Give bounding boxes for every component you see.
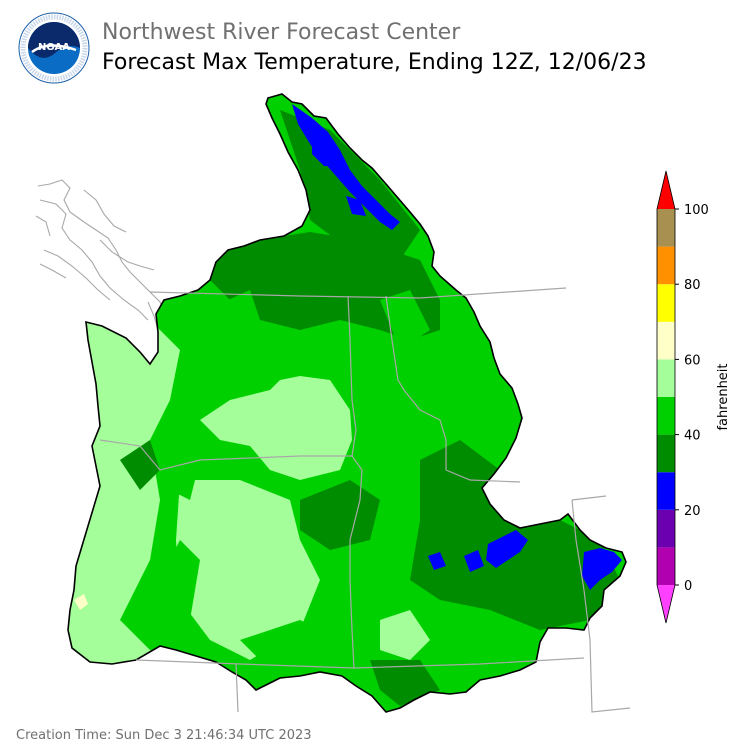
colorbar-bin-0-10	[657, 547, 675, 585]
org-title: Northwest River Forecast Center	[102, 20, 461, 45]
zone-50-60-willamette	[176, 480, 320, 660]
colorbar-tick-label: 40	[684, 429, 701, 444]
colorbar-bin-40-50	[657, 397, 675, 435]
colorbar-tick-label: 20	[684, 504, 701, 519]
noaa-logo-text: NOAA	[38, 42, 70, 53]
colorbar-bin-20-30	[657, 472, 675, 510]
colorbar-bin-70-80	[657, 284, 675, 322]
noaa-logo: NOAA	[18, 12, 90, 84]
colorbar-bin-50-60	[657, 359, 675, 397]
puget-sound-outline	[35, 179, 167, 345]
colorbar-label: fahrenheit	[716, 363, 731, 430]
colorbar-over-arrow	[657, 171, 675, 209]
zone-60-70-coast	[74, 594, 88, 610]
colorbar-tick-label: 100	[684, 203, 709, 218]
colorbar-bin-10-20	[657, 509, 675, 548]
zone-50-60-columbia-basin	[200, 376, 352, 480]
map-title: Forecast Max Temperature, Ending 12Z, 12…	[102, 50, 647, 75]
colorbar-under-arrow	[657, 585, 675, 623]
colorbar-tick-label: 80	[684, 278, 701, 293]
colorbar: 0 20 40 60 80 100 fahrenheit	[656, 170, 731, 624]
colorbar-bin-60-70	[657, 321, 675, 360]
temperature-field	[67, 93, 627, 713]
state-borders	[99, 287, 631, 713]
zone-20-30-tetons	[582, 548, 622, 590]
zone-20-30-rockies-north	[292, 104, 400, 230]
zone-20-30-sawtooth	[486, 530, 528, 568]
zone-30-40-north	[200, 232, 440, 340]
colorbar-bin-80-90	[657, 246, 675, 285]
colorbar-bin-30-40	[657, 434, 675, 473]
creation-time: Creation Time: Sun Dec 3 21:46:34 UTC 20…	[16, 728, 312, 743]
colorbar-tick-label: 0	[684, 579, 692, 594]
zone-50-60-snake	[380, 610, 430, 660]
colorbar-bin-90-100	[657, 209, 675, 247]
colorbar-tick-label: 60	[684, 353, 701, 368]
